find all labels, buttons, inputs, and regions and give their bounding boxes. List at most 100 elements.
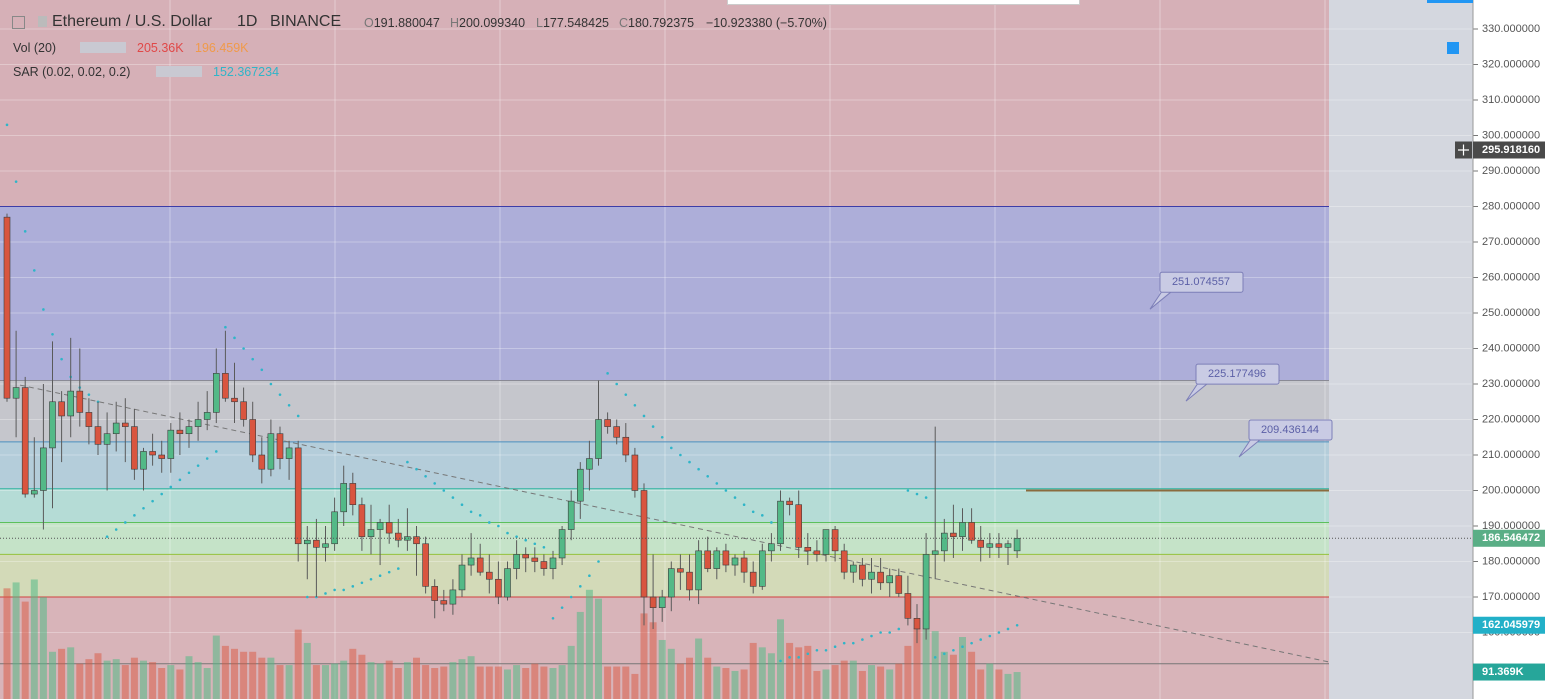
sar-dot bbox=[5, 123, 9, 127]
y-tick-label: 170.000000 bbox=[1482, 591, 1540, 603]
volume-bar bbox=[39, 597, 47, 699]
sar-dot bbox=[369, 577, 373, 581]
candle-body bbox=[722, 550, 730, 566]
volume-bar bbox=[758, 647, 766, 699]
candle-body bbox=[859, 564, 866, 580]
sar-dot bbox=[397, 567, 400, 570]
y-tick-label: 280.000000 bbox=[1482, 200, 1540, 212]
candle-body bbox=[476, 557, 484, 573]
sar-dot bbox=[478, 514, 482, 517]
sar-dot bbox=[424, 475, 427, 478]
sar-dot bbox=[979, 638, 982, 641]
volume-bar bbox=[949, 654, 957, 699]
interval[interactable]: 1D bbox=[237, 13, 258, 30]
candle-body bbox=[103, 433, 111, 445]
volume-bar bbox=[276, 665, 284, 699]
sar-dot bbox=[915, 492, 919, 496]
volume-bar bbox=[549, 668, 557, 699]
sar-dot bbox=[469, 510, 473, 514]
volume-bar bbox=[385, 660, 393, 699]
sar-dot bbox=[205, 457, 209, 460]
candle-body bbox=[349, 483, 357, 506]
candle-body bbox=[413, 536, 420, 545]
candle-body bbox=[203, 412, 211, 420]
empty-area bbox=[1329, 0, 1473, 699]
volume-bar bbox=[904, 645, 912, 699]
candle-body bbox=[795, 504, 803, 548]
collapse-icon[interactable] bbox=[12, 16, 25, 29]
volume-bar bbox=[540, 666, 548, 699]
candle-body bbox=[285, 447, 293, 459]
volume-bar bbox=[522, 668, 530, 699]
candle-body bbox=[531, 557, 539, 562]
volume-bar bbox=[240, 651, 248, 699]
candle-body bbox=[94, 426, 102, 445]
ohlc-key: L bbox=[536, 16, 543, 30]
volume-bar bbox=[740, 669, 748, 699]
volume-bar bbox=[640, 613, 648, 699]
candle-body bbox=[931, 550, 939, 555]
sar-dot bbox=[852, 641, 855, 645]
sar-dot bbox=[606, 372, 609, 375]
volume-name[interactable]: Vol (20) bbox=[13, 41, 57, 55]
volume-bar bbox=[76, 663, 84, 699]
change: −10.923380 (−5.70%) bbox=[706, 16, 827, 30]
sar-dot bbox=[824, 648, 828, 652]
sar-dot bbox=[451, 496, 455, 499]
sar-dot bbox=[415, 467, 418, 471]
volume-bar bbox=[494, 666, 502, 699]
y-tick-label: 210.000000 bbox=[1482, 449, 1540, 461]
crosshair-label-bg bbox=[1473, 141, 1545, 159]
sar-dot bbox=[105, 535, 109, 538]
volume-bar bbox=[731, 670, 739, 699]
volume-bar bbox=[613, 666, 621, 699]
candle-body bbox=[249, 419, 256, 456]
sar-dot bbox=[114, 528, 118, 531]
indicator-buttons[interactable] bbox=[156, 66, 202, 77]
volume-bar bbox=[58, 648, 66, 699]
candle-body bbox=[622, 436, 630, 456]
candle-body bbox=[112, 422, 120, 435]
sar-dot bbox=[933, 656, 937, 659]
exchange[interactable]: BINANCE bbox=[270, 13, 342, 30]
candle-body bbox=[12, 387, 20, 399]
sar-name[interactable]: SAR (0.02, 0.02, 0.2) bbox=[13, 65, 131, 79]
volume-bar bbox=[21, 601, 29, 699]
candle-body bbox=[658, 596, 666, 608]
candle-body bbox=[21, 387, 29, 495]
top-button[interactable] bbox=[1427, 0, 1473, 3]
volume-bar bbox=[49, 651, 56, 699]
volume-bar bbox=[676, 663, 684, 699]
sar-dot bbox=[442, 489, 446, 492]
symbol-title[interactable]: Ethereum / U.S. Dollar bbox=[52, 13, 213, 30]
candle-body bbox=[85, 412, 93, 427]
sar-dot bbox=[187, 471, 191, 475]
y-tick-label: 180.000000 bbox=[1482, 555, 1540, 567]
volume-bar bbox=[376, 663, 384, 699]
scale-button[interactable] bbox=[1447, 42, 1459, 54]
indicator-buttons[interactable] bbox=[80, 42, 126, 53]
sar-dot bbox=[560, 606, 564, 609]
sar-dot bbox=[697, 467, 700, 471]
candle-body bbox=[303, 539, 311, 545]
sar-dot bbox=[324, 592, 327, 595]
crosshair-plus bbox=[1458, 144, 1469, 156]
y-tick-label: 270.000000 bbox=[1482, 236, 1540, 248]
sar-dot bbox=[888, 631, 891, 634]
candle-body bbox=[504, 568, 511, 598]
candle-body bbox=[695, 550, 702, 591]
candle-body bbox=[222, 373, 229, 399]
volume-bar bbox=[831, 665, 839, 699]
zone bbox=[0, 554, 1329, 598]
volume-bar bbox=[158, 668, 166, 699]
callout-box bbox=[1248, 419, 1333, 441]
sar-dot bbox=[660, 435, 664, 439]
volume-bar bbox=[312, 665, 320, 699]
candle-body bbox=[194, 419, 202, 427]
candle-body bbox=[749, 571, 757, 587]
volume-bar bbox=[413, 657, 420, 699]
ohlc-value: 191.880047 bbox=[373, 16, 440, 30]
candle-body bbox=[385, 522, 393, 534]
sar-dot bbox=[751, 510, 755, 514]
